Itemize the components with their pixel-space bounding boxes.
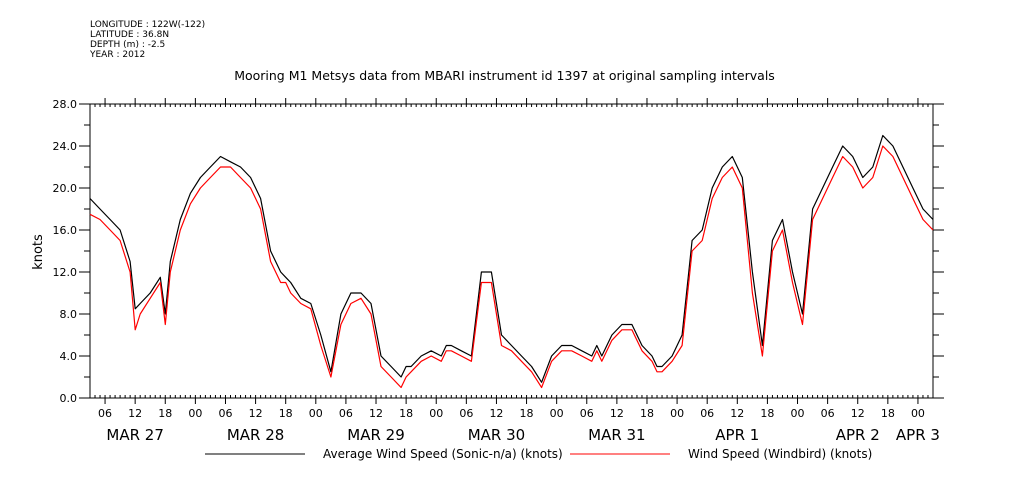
- x-tick-label: 12: [730, 407, 744, 420]
- x-tick-label: 06: [821, 407, 835, 420]
- x-day-label: MAR 31: [588, 426, 645, 444]
- metadata-block: LONGITUDE : 122W(-122) LATITUDE : 36.8N …: [90, 20, 205, 60]
- y-tick-label: 24.0: [53, 140, 78, 153]
- x-tick-label: 00: [791, 407, 805, 420]
- x-tick-label: 18: [399, 407, 413, 420]
- x-tick-label: 06: [459, 407, 473, 420]
- x-tick-label: 12: [128, 407, 142, 420]
- metadata-latitude: LATITUDE : 36.8N: [90, 30, 170, 40]
- series-line-average-wind: [89, 134, 934, 383]
- x-tick-label: 12: [369, 407, 383, 420]
- x-day-label: APR 1: [715, 426, 759, 444]
- metadata-year: YEAR : 2012: [90, 50, 146, 60]
- legend-label-windbird: Wind Speed (Windbird) (knots): [688, 447, 872, 461]
- x-tick-label: 18: [520, 407, 534, 420]
- x-tick-label: 06: [339, 407, 353, 420]
- x-tick-label: 18: [881, 407, 895, 420]
- x-day-label: APR 3: [896, 426, 940, 444]
- y-axis-label: knots: [31, 234, 46, 270]
- metadata-longitude: LONGITUDE : 122W(-122): [90, 20, 206, 30]
- x-tick-label: 00: [911, 407, 925, 420]
- x-day-label: MAR 27: [106, 426, 163, 444]
- legend: Average Wind Speed (Sonic-n/a) (knots) W…: [205, 447, 872, 461]
- x-day-label: MAR 28: [227, 426, 284, 444]
- x-day-label: APR 2: [836, 426, 880, 444]
- x-tick-label: 12: [489, 407, 503, 420]
- x-tick-label: 12: [851, 407, 865, 420]
- x-tick-label: 18: [640, 407, 654, 420]
- legend-label-average-wind: Average Wind Speed (Sonic-n/a) (knots): [323, 447, 563, 461]
- x-tick-label: 00: [309, 407, 323, 420]
- x-day-label: MAR 30: [468, 426, 525, 444]
- y-tick-label: 28.0: [53, 98, 78, 111]
- y-tick-label: 12.0: [53, 266, 78, 279]
- x-tick-label: 00: [550, 407, 564, 420]
- x-tick-label: 18: [279, 407, 293, 420]
- x-tick-label: 06: [580, 407, 594, 420]
- series-line-windbird: [89, 145, 934, 389]
- x-tick-label: 00: [188, 407, 202, 420]
- x-tick-label: 12: [249, 407, 263, 420]
- x-tick-label: 18: [760, 407, 774, 420]
- y-tick-label: 16.0: [53, 224, 78, 237]
- x-tick-label: 00: [670, 407, 684, 420]
- metadata-depth: DEPTH (m) : -2.5: [90, 40, 166, 50]
- y-tick-label: 4.0: [60, 350, 78, 363]
- plot-frame: [89, 103, 934, 399]
- x-tick-label: 06: [98, 407, 112, 420]
- x-tick-label: 06: [700, 407, 714, 420]
- x-tick-label: 00: [429, 407, 443, 420]
- x-tick-label: 12: [610, 407, 624, 420]
- y-tick-label: 20.0: [53, 182, 78, 195]
- x-day-label: MAR 29: [347, 426, 404, 444]
- x-tick-label: 18: [158, 407, 172, 420]
- y-tick-label: 8.0: [60, 308, 78, 321]
- x-tick-label: 06: [218, 407, 232, 420]
- y-tick-label: 0.0: [60, 392, 78, 405]
- chart-title: Mooring M1 Metsys data from MBARI instru…: [234, 68, 775, 83]
